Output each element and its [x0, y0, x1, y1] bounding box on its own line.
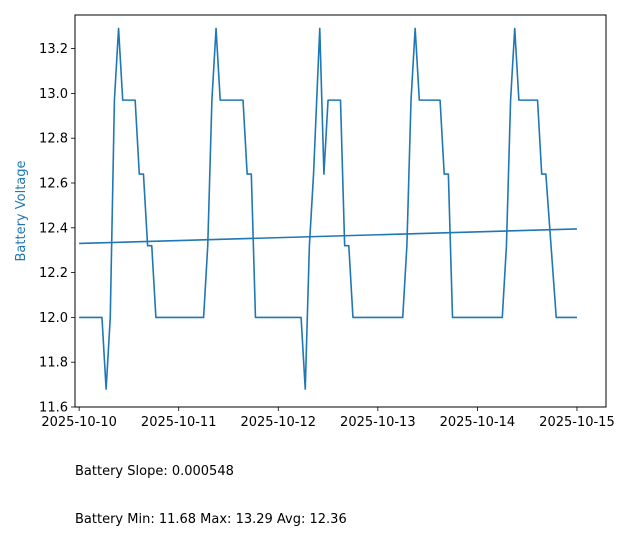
y-tick-label: 12.8 [39, 132, 68, 147]
battery-voltage-line [79, 27, 577, 390]
stats-footer: Battery Slope: 0.000548 Battery Min: 11.… [75, 432, 347, 544]
y-tick-label: 12.6 [39, 177, 68, 192]
battery-stats-text: Battery Min: 11.68 Max: 13.29 Avg: 12.36 [75, 512, 347, 527]
trend-line [79, 228, 577, 245]
series-layer [79, 27, 577, 390]
y-tick-label: 11.8 [39, 356, 68, 371]
y-axis: 11.6 11.8 12.0 12.2 12.4 12.6 12.8 13.0 13.2 [39, 42, 75, 416]
y-tick-label: 12.2 [39, 266, 68, 281]
x-tick-label: 2025-10-12 [240, 415, 316, 430]
x-tick-label: 2025-10-15 [539, 415, 615, 430]
x-tick-label: 2025-10-11 [141, 415, 217, 430]
y-tick-label: 13.2 [39, 42, 68, 57]
y-tick-label: 13.0 [39, 87, 68, 102]
x-tick-label: 2025-10-13 [340, 415, 416, 430]
x-axis: 2025-10-10 2025-10-11 2025-10-12 2025-10-13… [41, 407, 615, 430]
x-tick-label: 2025-10-14 [440, 415, 516, 430]
y-tick-label: 12.0 [39, 311, 68, 326]
x-tick-label: 2025-10-10 [41, 415, 117, 430]
y-tick-label: 11.6 [39, 401, 68, 416]
y-tick-label: 12.4 [39, 221, 68, 236]
battery-slope-text: Battery Slope: 0.000548 [75, 464, 234, 479]
y-axis-label: Battery Voltage [14, 160, 29, 261]
battery-voltage-chart: 2025-10-10 2025-10-11 2025-10-12 2025-10-13… [14, 14, 615, 430]
plot-frame [74, 14, 607, 408]
